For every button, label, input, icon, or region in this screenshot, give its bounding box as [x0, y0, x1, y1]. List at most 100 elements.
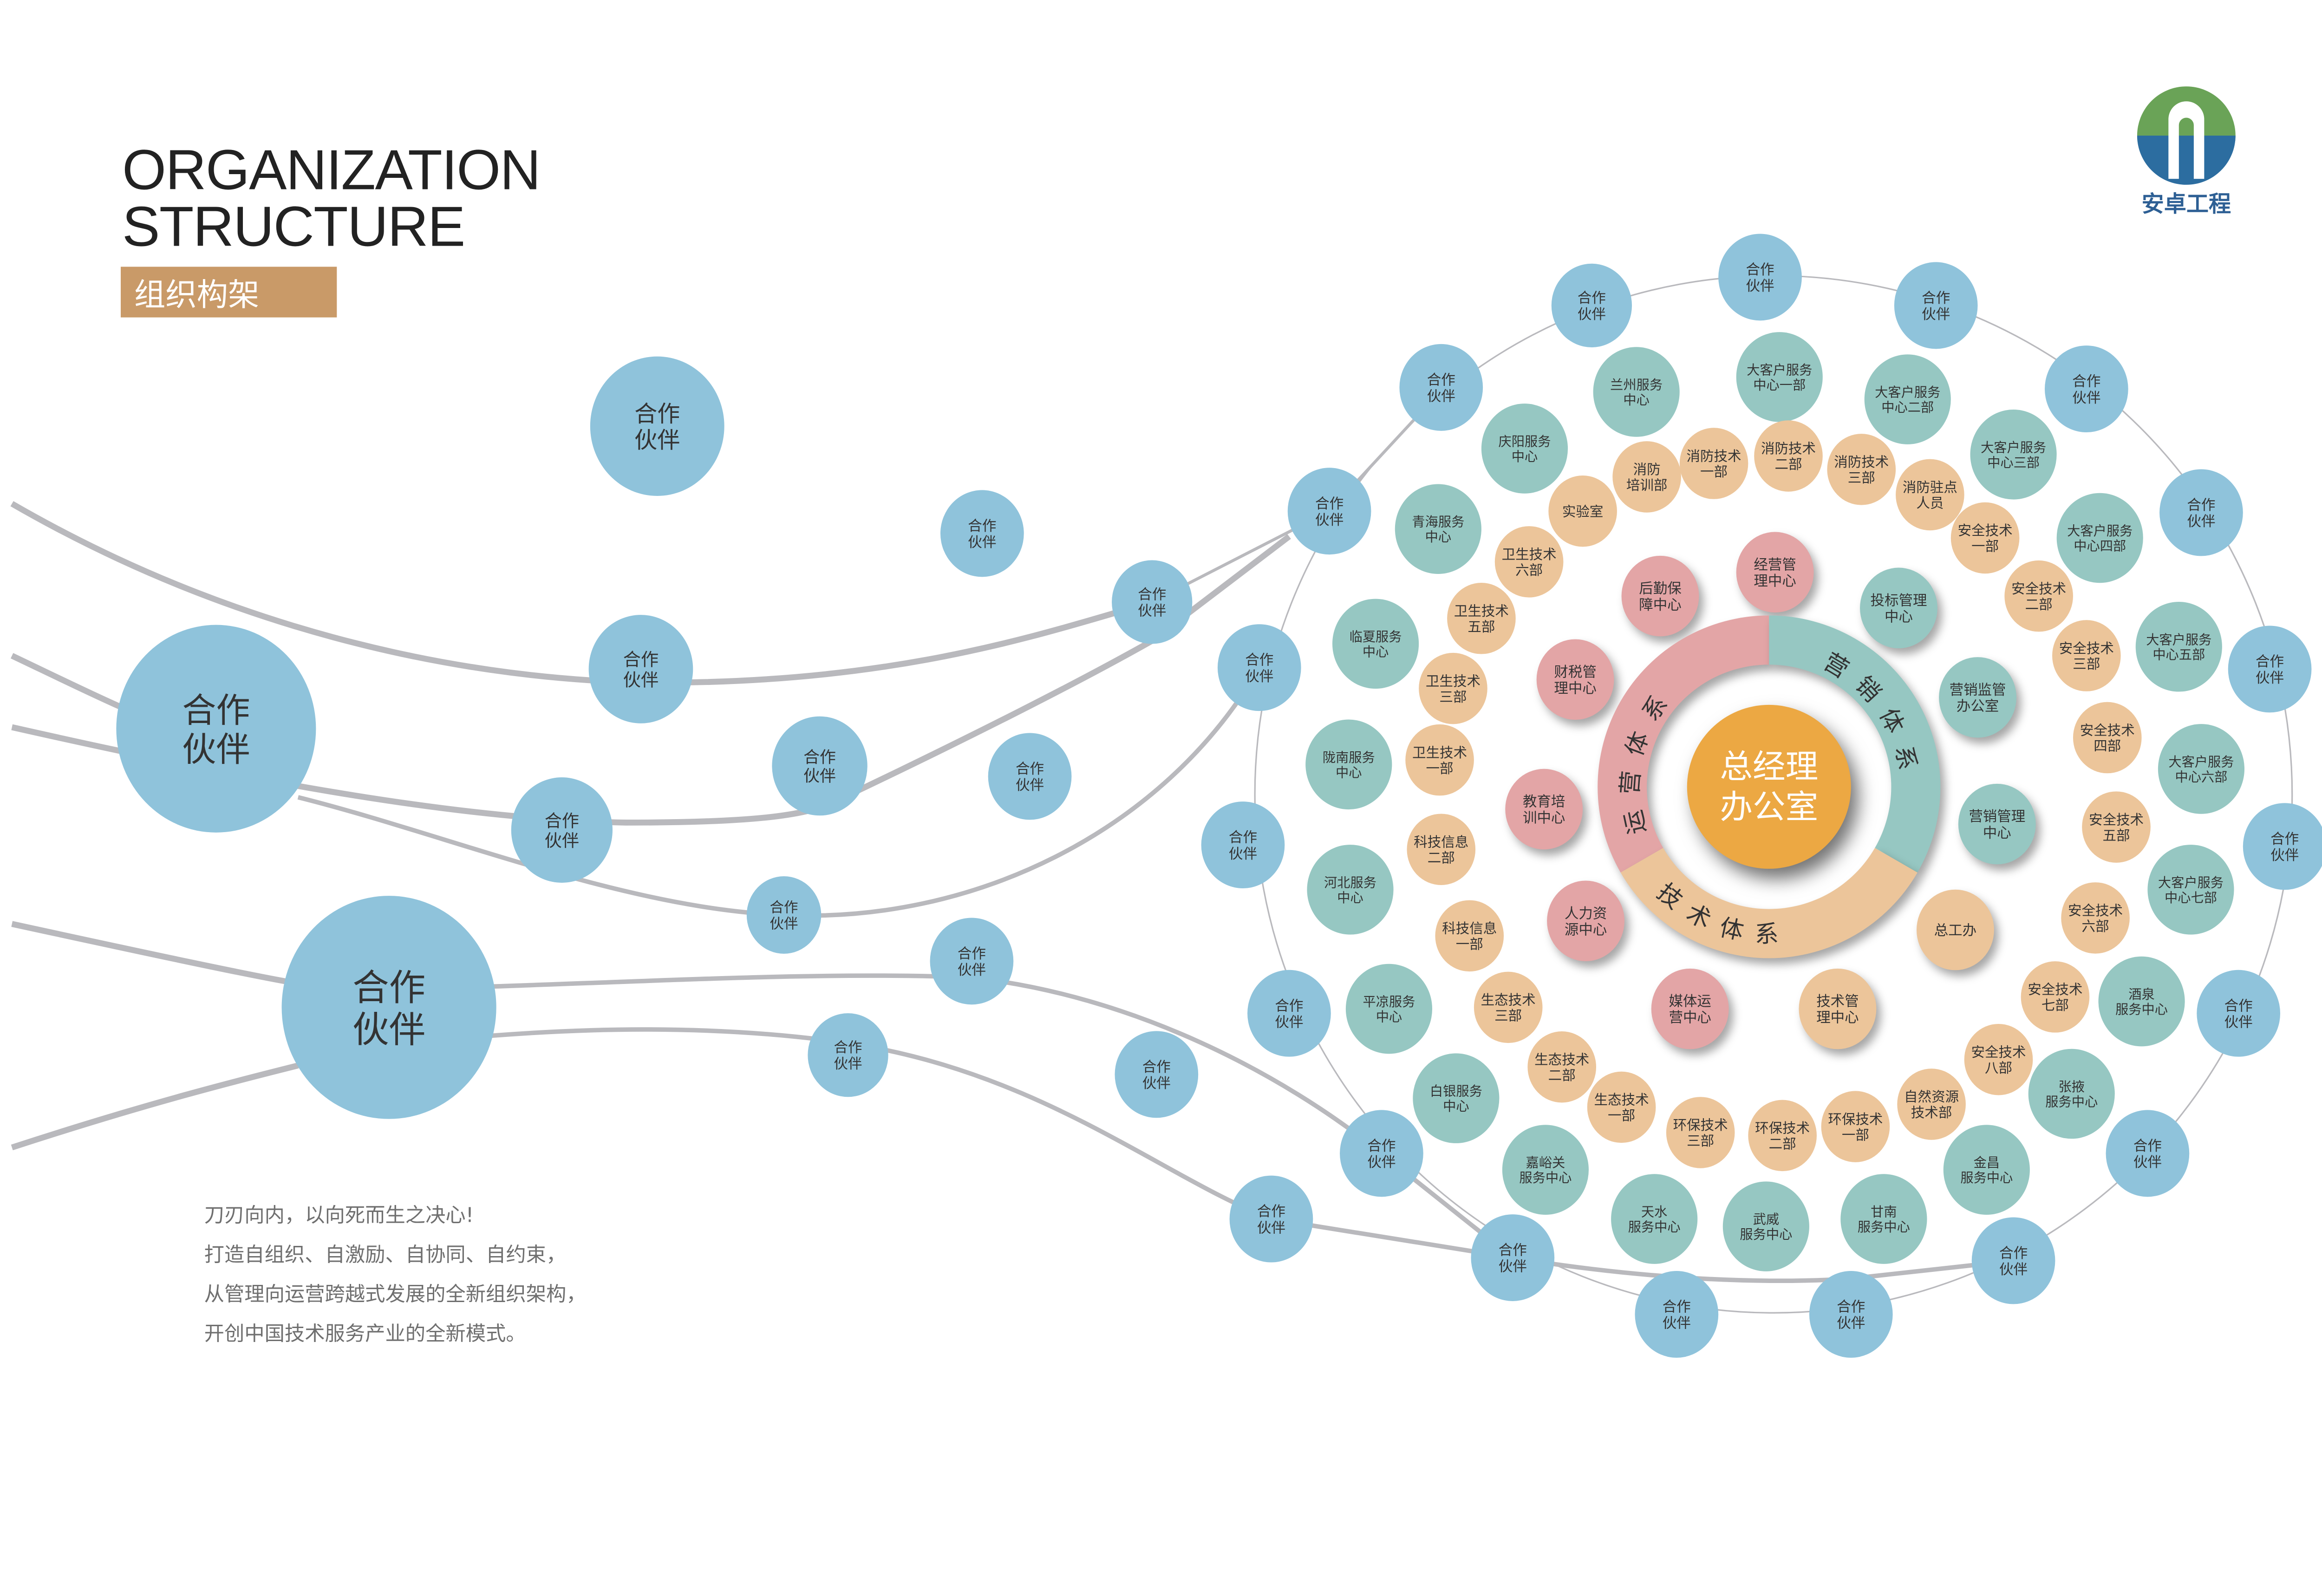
technical-dept-node-label: 培训部: [1626, 477, 1668, 493]
general-manager-office[interactable]: [1687, 704, 1851, 869]
technical-dept-node[interactable]: 实验室: [1548, 475, 1617, 547]
partner-node-circle: [1201, 801, 1285, 889]
management-center-node-circle: [1916, 889, 1994, 971]
management-center-node-label: 理中心: [1816, 1010, 1859, 1026]
partner-node-circle: [772, 716, 867, 816]
partner-node-label: 合作: [834, 1040, 862, 1056]
management-center-node[interactable]: 总工办: [1916, 889, 1994, 971]
